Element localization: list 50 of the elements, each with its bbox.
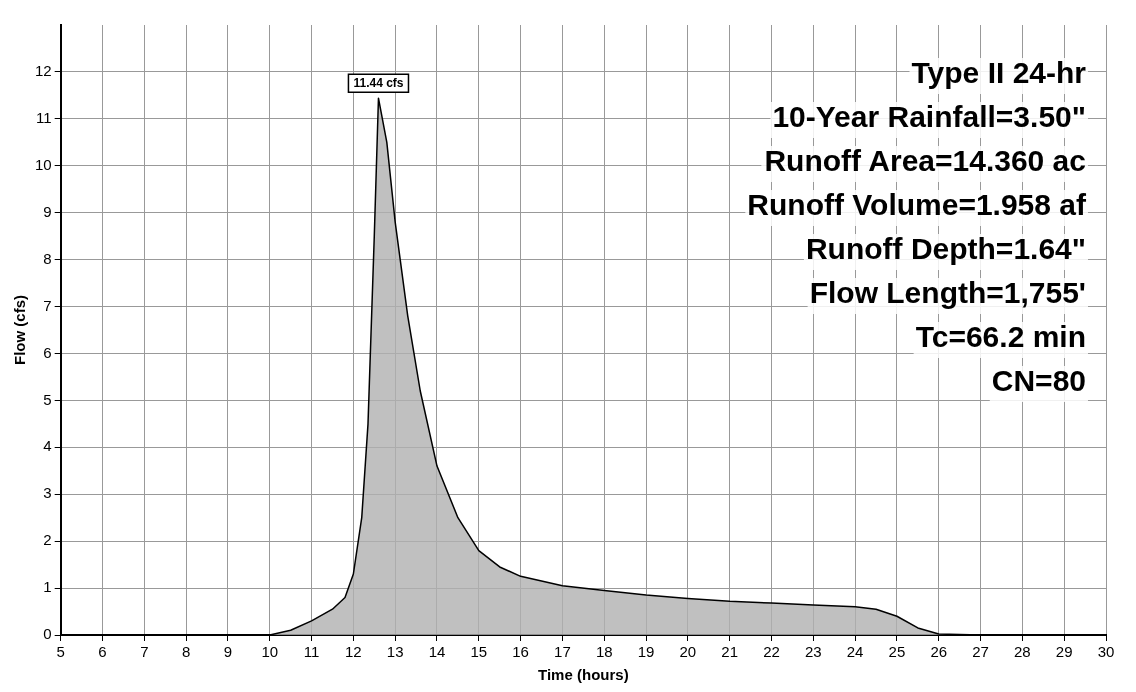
annotation: Runoff Depth=1.64" [805,232,1086,266]
annotation: 11.44 cfs [353,75,404,90]
x-tick-label: 22 [763,643,780,661]
y-axis-title: Flow (cfs) [11,295,29,365]
annotation: Type II 24-hr [911,56,1087,90]
y-tick-label: 3 [43,484,52,502]
x-tick-label: 27 [972,643,989,661]
y-tick-label: 1 [43,578,52,596]
y-tick-label: 11 [36,108,52,126]
x-tick-label: 30 [1097,643,1115,661]
x-tick-label: 15 [470,643,488,661]
y-tick-label: 6 [43,343,52,361]
annotation: Flow Length=1,755' [809,276,1086,310]
y-tick-label: 5 [43,390,52,408]
y-tick-label: 2 [43,531,52,549]
y-tick-label: 7 [43,296,52,314]
y-tick-label: 12 [35,62,52,80]
y-tick-label: 0 [43,625,52,643]
x-tick-label: 20 [679,643,697,661]
x-tick-label: 10 [261,643,279,661]
x-axis-title: Time (hours) [538,666,629,684]
x-tick-label: 6 [98,643,107,661]
x-tick-label: 18 [595,643,613,661]
y-tick-label: 10 [35,155,52,173]
x-tick-label: 17 [554,643,571,661]
x-tick-label: 12 [345,643,362,661]
x-tick-label: 14 [428,643,446,661]
x-tick-label: 28 [1014,643,1031,661]
annotation: CN=80 [991,364,1086,398]
x-tick-label: 24 [846,643,864,661]
y-tick-label: 9 [43,202,52,220]
x-tick-label: 19 [637,643,655,661]
y-tick-label: 4 [43,437,52,455]
x-tick-label: 9 [223,643,233,661]
x-tick-label: 21 [721,643,739,661]
x-tick-label: 29 [1055,643,1073,661]
x-tick-label: 11 [303,643,320,661]
y-tick-label: 8 [43,249,52,267]
annotation: Tc=66.2 min [915,320,1086,354]
annotation: Runoff Area=14.360 ac [764,144,1086,178]
annotation: Runoff Volume=1.958 af [747,188,1088,222]
x-tick-label: 7 [140,643,149,661]
x-tick-label: 13 [386,643,404,661]
x-tick-label: 5 [56,643,65,661]
x-tick-label: 16 [512,643,529,661]
annotation: 10-Year Rainfall=3.50" [772,100,1086,134]
x-tick-label: 23 [804,643,822,661]
x-tick-label: 26 [930,643,948,661]
x-tick-label: 25 [888,643,906,661]
x-tick-label: 8 [181,643,191,661]
